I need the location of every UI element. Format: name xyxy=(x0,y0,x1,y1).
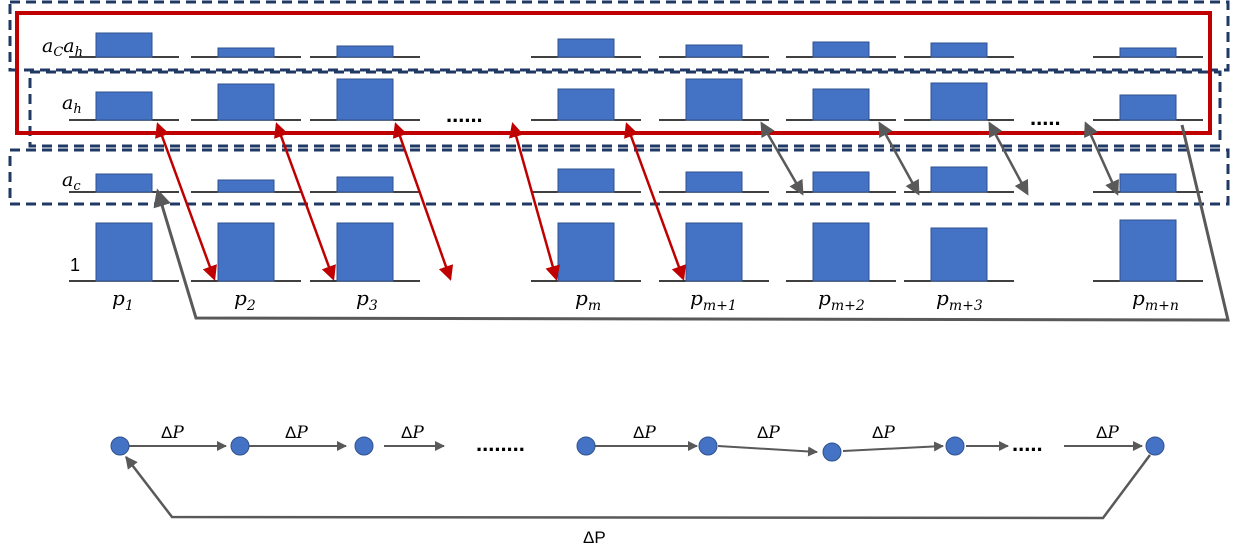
bar-acah-0 xyxy=(95,32,153,58)
chain-edge-label-4: ΔP xyxy=(757,423,780,443)
column-label-3: pm xyxy=(575,286,601,314)
chain-loop-label: ΔP xyxy=(583,528,606,547)
column-label-5: pm+2 xyxy=(818,286,865,314)
bar-ac-5 xyxy=(812,171,870,193)
row-label-ac: ac xyxy=(62,169,81,194)
bar-ac-7 xyxy=(1119,173,1177,193)
red-box-ah-rows xyxy=(15,11,1212,135)
dashed-box-acah xyxy=(8,0,1230,72)
chain-node-6 xyxy=(945,436,965,456)
dashed-box-ac xyxy=(8,148,1230,206)
chain-ellipsis-2: ..... xyxy=(1012,431,1043,456)
bar-acah-7 xyxy=(1119,47,1177,58)
bar-acah-4 xyxy=(685,44,743,58)
bar-ah-5 xyxy=(812,88,870,121)
bar-acah-6 xyxy=(930,42,988,58)
bar-ac-6 xyxy=(930,166,988,193)
chain-node-7 xyxy=(1145,436,1165,456)
column-label-0: p1 xyxy=(112,286,134,314)
column-label-1: p2 xyxy=(234,286,256,314)
ellipsis-ah-row-1: ...... xyxy=(446,102,483,127)
chain-node-2 xyxy=(354,436,374,456)
bar-one-4 xyxy=(685,222,743,282)
bar-ah-0 xyxy=(95,91,153,121)
bar-ac-3 xyxy=(557,168,615,193)
column-label-6: pm+3 xyxy=(936,286,983,314)
gray-arrow-4 xyxy=(1084,121,1119,196)
bar-one-6 xyxy=(930,227,988,282)
ellipsis-ah-row-2: ..... xyxy=(1030,105,1061,130)
chain-node-0 xyxy=(110,436,130,456)
gray-loop-connector xyxy=(153,124,1230,322)
column-labels: p1 p2 p3 pm pm+1 pm+2 pm+3 pm+n xyxy=(112,286,1179,314)
bar-ac-4 xyxy=(685,171,743,193)
red-arrow-2 xyxy=(274,122,336,281)
bar-ah-3 xyxy=(557,88,615,121)
gray-arrow-1 xyxy=(760,121,804,196)
chain-edge-label-2: ΔP xyxy=(401,423,424,443)
row-label-one: 1 xyxy=(70,255,80,275)
delta-p-chain: ........ ..... ΔP ΔP ΔP ΔP ΔP ΔP ΔP ΔP xyxy=(110,423,1165,547)
bar-ah-1 xyxy=(217,83,275,121)
bar-ac-2 xyxy=(336,176,394,193)
column-label-7: pm+n xyxy=(1132,286,1179,314)
bar-acah-5 xyxy=(812,41,870,58)
chain-edge-6 xyxy=(842,441,944,452)
bar-ac-0 xyxy=(95,173,153,193)
bar-one-2 xyxy=(336,222,394,282)
bar-acah-1 xyxy=(217,47,275,58)
chain-edge-label-5: ΔP xyxy=(872,423,895,443)
red-arrow-1 xyxy=(155,122,217,281)
chain-edge-label-6: ΔP xyxy=(1096,423,1119,443)
chain-edge-label-1: ΔP xyxy=(285,423,308,443)
row-label-acah: aCah xyxy=(42,35,83,60)
gray-arrow-3 xyxy=(988,121,1029,196)
bar-one-0 xyxy=(95,222,153,282)
red-arrow-3 xyxy=(392,122,454,281)
chain-node-3 xyxy=(576,436,596,456)
chain-node-5 xyxy=(822,442,842,462)
column-label-2: p3 xyxy=(356,286,378,314)
bar-acah-3 xyxy=(557,38,615,58)
row-label-ah: ah xyxy=(62,92,82,117)
chain-edge-label-0: ΔP xyxy=(161,423,184,443)
chain-loop-edge xyxy=(125,454,1152,520)
chain-edge-label-3: ΔP xyxy=(633,423,656,443)
bar-one-7 xyxy=(1119,219,1177,282)
bar-one-1 xyxy=(217,222,275,282)
bar-grid xyxy=(69,32,1203,282)
chain-node-1 xyxy=(230,436,250,456)
bar-ac-1 xyxy=(217,179,275,193)
bar-one-5 xyxy=(812,222,870,282)
bar-ah-4 xyxy=(685,78,743,121)
bar-one-3 xyxy=(557,222,615,282)
bar-acah-2 xyxy=(336,45,394,58)
bar-ah-7 xyxy=(1119,94,1177,121)
bar-ah-2 xyxy=(336,78,394,121)
chain-edge-5 xyxy=(717,445,818,457)
red-arrow-4 xyxy=(509,122,560,281)
red-arrow-5 xyxy=(624,122,686,281)
chain-node-4 xyxy=(698,436,718,456)
column-label-4: pm+1 xyxy=(690,286,737,314)
gray-arrow-2 xyxy=(878,121,920,196)
bar-ah-6 xyxy=(930,82,988,121)
chain-ellipsis-1: ........ xyxy=(476,431,525,456)
